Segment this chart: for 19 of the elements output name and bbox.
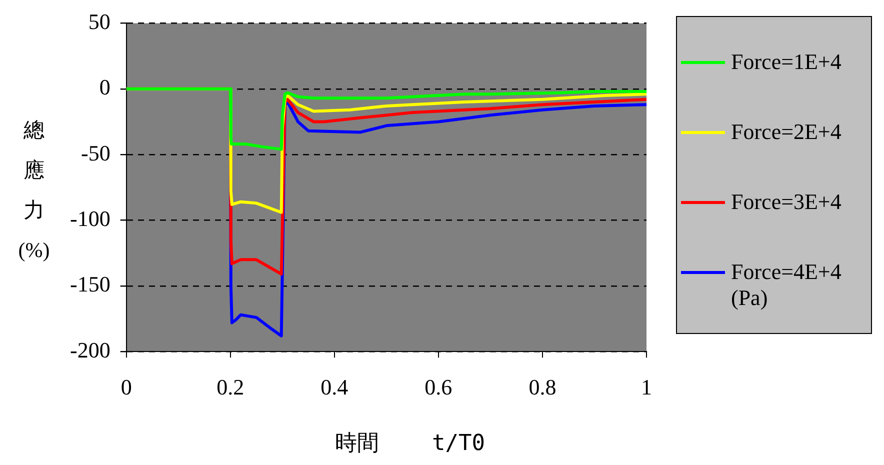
- y-axis-title: 總應力 (%): [17, 117, 51, 264]
- legend-label: Force=2E+4: [731, 119, 842, 145]
- y-tick-label: 0: [99, 74, 110, 100]
- y-tick-label: 50: [88, 8, 110, 34]
- legend-label: Force=3E+4: [731, 189, 842, 215]
- y-tick-label: -50: [81, 140, 110, 166]
- x-tick-label: 0.8: [528, 374, 556, 400]
- y-tick-label: -100: [70, 206, 110, 232]
- x-tick-label: 0.4: [320, 374, 348, 400]
- x-tick-label: 0: [120, 374, 132, 400]
- y-tick-label: -150: [70, 272, 110, 297]
- x-axis-title: 時間 t/T0: [334, 430, 486, 458]
- x-tick-label: 1: [641, 374, 652, 400]
- legend-label: Force=4E+4: [731, 259, 842, 285]
- x-tick-label: 0.6: [424, 374, 452, 400]
- x-tick-label: 0.2: [216, 374, 244, 400]
- legend-label: Force=1E+4: [731, 49, 842, 75]
- legend-title: (Pa): [730, 285, 769, 311]
- y-tick-label: -200: [70, 337, 110, 362]
